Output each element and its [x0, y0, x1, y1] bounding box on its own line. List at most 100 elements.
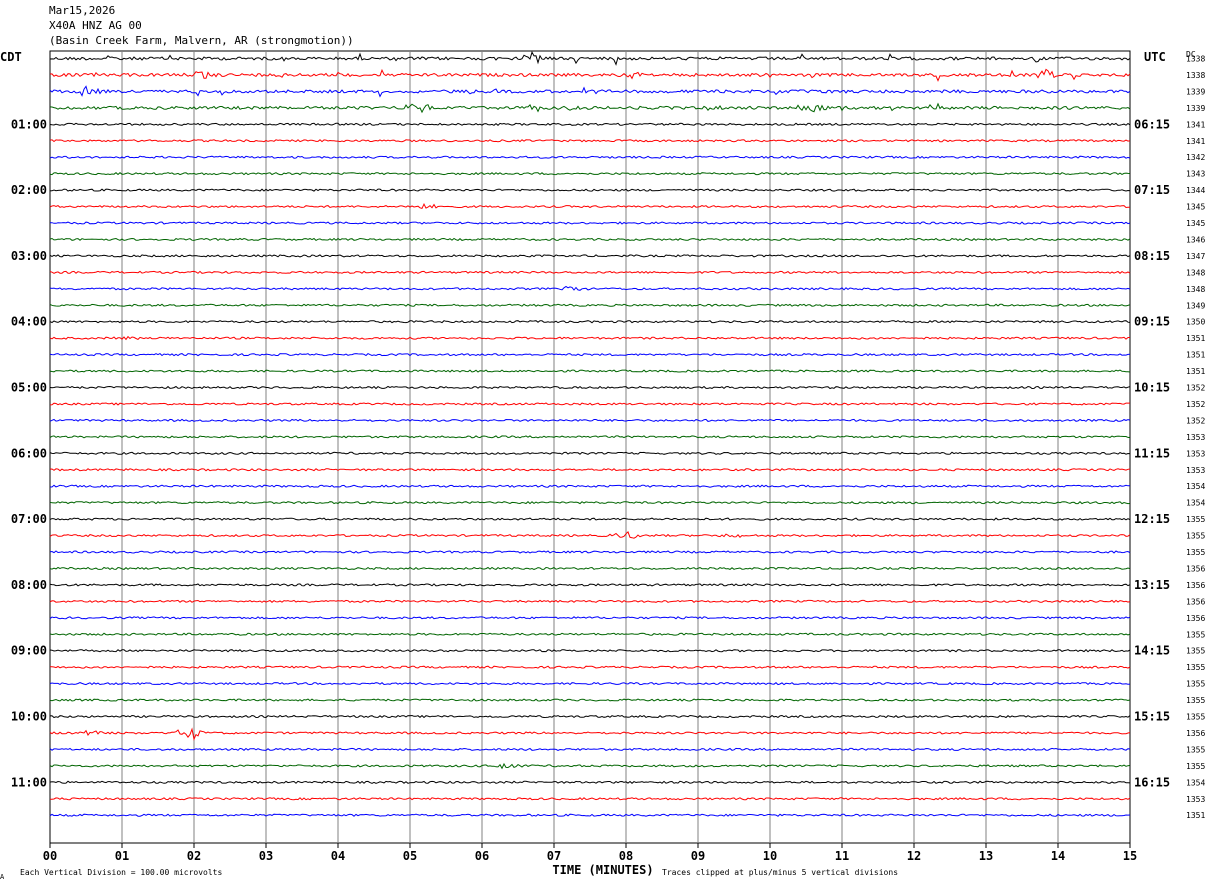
- trace-line: [49, 172, 1131, 176]
- dc-offset-label: 1338: [1186, 71, 1205, 80]
- dc-offset-label: 1347: [1186, 252, 1205, 261]
- trace-line: [49, 352, 1131, 357]
- dc-offset-label: 1355: [1186, 548, 1205, 557]
- cdt-hour-label: 04:00: [11, 315, 47, 329]
- cdt-hour-label: 05:00: [11, 381, 47, 395]
- trace-line: [49, 369, 1131, 373]
- dc-offset-label: 1350: [1186, 318, 1205, 327]
- cdt-hour-label: 06:00: [11, 446, 47, 460]
- trace-line: [49, 402, 1130, 406]
- dc-offset-label: 1356: [1186, 729, 1205, 738]
- trace-line: [49, 68, 1131, 82]
- dc-offset-label: 1355: [1186, 713, 1205, 722]
- trace-line: [49, 698, 1131, 702]
- dc-offset-label: 1354: [1186, 499, 1205, 508]
- trace-line: [49, 122, 1131, 126]
- trace-line: [49, 254, 1131, 258]
- trace-line: [49, 155, 1131, 159]
- dc-offset-label: 1355: [1186, 696, 1205, 705]
- dc-offset-label: 1356: [1186, 614, 1205, 623]
- dc-offset-label: 1355: [1186, 647, 1205, 656]
- trace-line: [49, 484, 1130, 488]
- dc-offset-label: 1339: [1186, 104, 1205, 113]
- dc-offset-label: 1341: [1186, 120, 1205, 129]
- x-tick-label: 01: [115, 849, 129, 863]
- dc-offset-label: 1338: [1186, 55, 1205, 64]
- cdt-hour-label: 09:00: [11, 644, 47, 658]
- scale-note: Each Vertical Division = 100.00 microvol…: [20, 868, 222, 877]
- dc-offset-label: 1352: [1186, 416, 1205, 425]
- trace-line: [49, 202, 1130, 210]
- cdt-hour-label: 08:00: [11, 578, 47, 592]
- utc-hour-label: 10:15: [1134, 381, 1170, 395]
- x-tick-label: 07: [547, 849, 561, 863]
- utc-hour-label: 12:15: [1134, 512, 1170, 526]
- dc-offset-label: 1355: [1186, 630, 1205, 639]
- dc-offset-label: 1341: [1186, 137, 1205, 146]
- x-tick-label: 14: [1051, 849, 1065, 863]
- dc-offset-label: 1352: [1186, 384, 1205, 393]
- dc-offset-label: 1346: [1186, 235, 1205, 244]
- trace-line: [49, 501, 1131, 505]
- trace-line: [49, 51, 1131, 66]
- dc-offset-label: 1355: [1186, 745, 1205, 754]
- x-tick-label: 09: [691, 849, 705, 863]
- dc-offset-label: 1355: [1186, 680, 1205, 689]
- dc-offset-label: 1354: [1186, 482, 1205, 491]
- cdt-hour-label: 10:00: [11, 710, 47, 724]
- dc-offset-label: 1349: [1186, 301, 1205, 310]
- trace-line: [49, 727, 1131, 741]
- cdt-hour-label: 11:00: [11, 775, 47, 789]
- cdt-hour-label: 01:00: [11, 117, 47, 131]
- clip-note: Traces clipped at plus/minus 5 vertical …: [662, 868, 898, 877]
- dc-offset-label: 1343: [1186, 170, 1205, 179]
- trace-line: [49, 435, 1131, 439]
- dc-offset-label: 1351: [1186, 351, 1205, 360]
- dc-offset-label: 1355: [1186, 515, 1205, 524]
- cdt-axis-label: CDT: [0, 50, 22, 64]
- trace-line: [49, 335, 1130, 341]
- trace-line: [49, 550, 1131, 554]
- dc-offset-label: 1351: [1186, 367, 1205, 376]
- dc-offset-label: 1348: [1186, 285, 1205, 294]
- dc-offset-label: 1356: [1186, 597, 1205, 606]
- utc-hour-label: 14:15: [1134, 644, 1170, 658]
- trace-line: [49, 681, 1131, 686]
- trace-line: [49, 780, 1131, 784]
- trace-line: [49, 762, 1131, 770]
- dc-offset-label: 1342: [1186, 153, 1205, 162]
- trace-line: [49, 616, 1131, 620]
- trace-line: [49, 813, 1131, 817]
- dc-offset-label: 1345: [1186, 219, 1205, 228]
- x-tick-label: 10: [763, 849, 777, 863]
- trace-line: [49, 468, 1131, 472]
- utc-hour-label: 16:15: [1134, 775, 1170, 789]
- cdt-hour-label: 07:00: [11, 512, 47, 526]
- trace-line: [49, 237, 1131, 242]
- dc-offset-label: 1345: [1186, 203, 1205, 212]
- utc-hour-label: 15:15: [1134, 710, 1170, 724]
- x-tick-label: 02: [187, 849, 201, 863]
- utc-hour-label: 06:15: [1134, 117, 1170, 131]
- x-tick-label: 00: [43, 849, 57, 863]
- station-code: X40A HNZ AG 00: [49, 19, 142, 32]
- x-tick-label: 11: [835, 849, 849, 863]
- utc-hour-label: 08:15: [1134, 249, 1170, 263]
- dc-offset-label: 1354: [1186, 778, 1205, 787]
- trace-line: [50, 797, 1131, 801]
- trace-line: [49, 747, 1131, 752]
- x-tick-label: 05: [403, 849, 417, 863]
- cdt-hour-label: 03:00: [11, 249, 47, 263]
- trace-line: [49, 385, 1131, 390]
- trace-line: [49, 451, 1131, 455]
- trace-line: [49, 85, 1131, 98]
- trace-line: [49, 418, 1131, 422]
- trace-line: [49, 102, 1131, 114]
- utc-axis-label: UTC: [1144, 50, 1166, 64]
- dc-offset-label: 1351: [1186, 811, 1205, 820]
- trace-line: [49, 649, 1131, 653]
- station-location: (Basin Creek Farm, Malvern, AR (strongmo…: [49, 34, 354, 47]
- x-tick-label: 08: [619, 849, 633, 863]
- dc-offset-label: 1344: [1186, 186, 1205, 195]
